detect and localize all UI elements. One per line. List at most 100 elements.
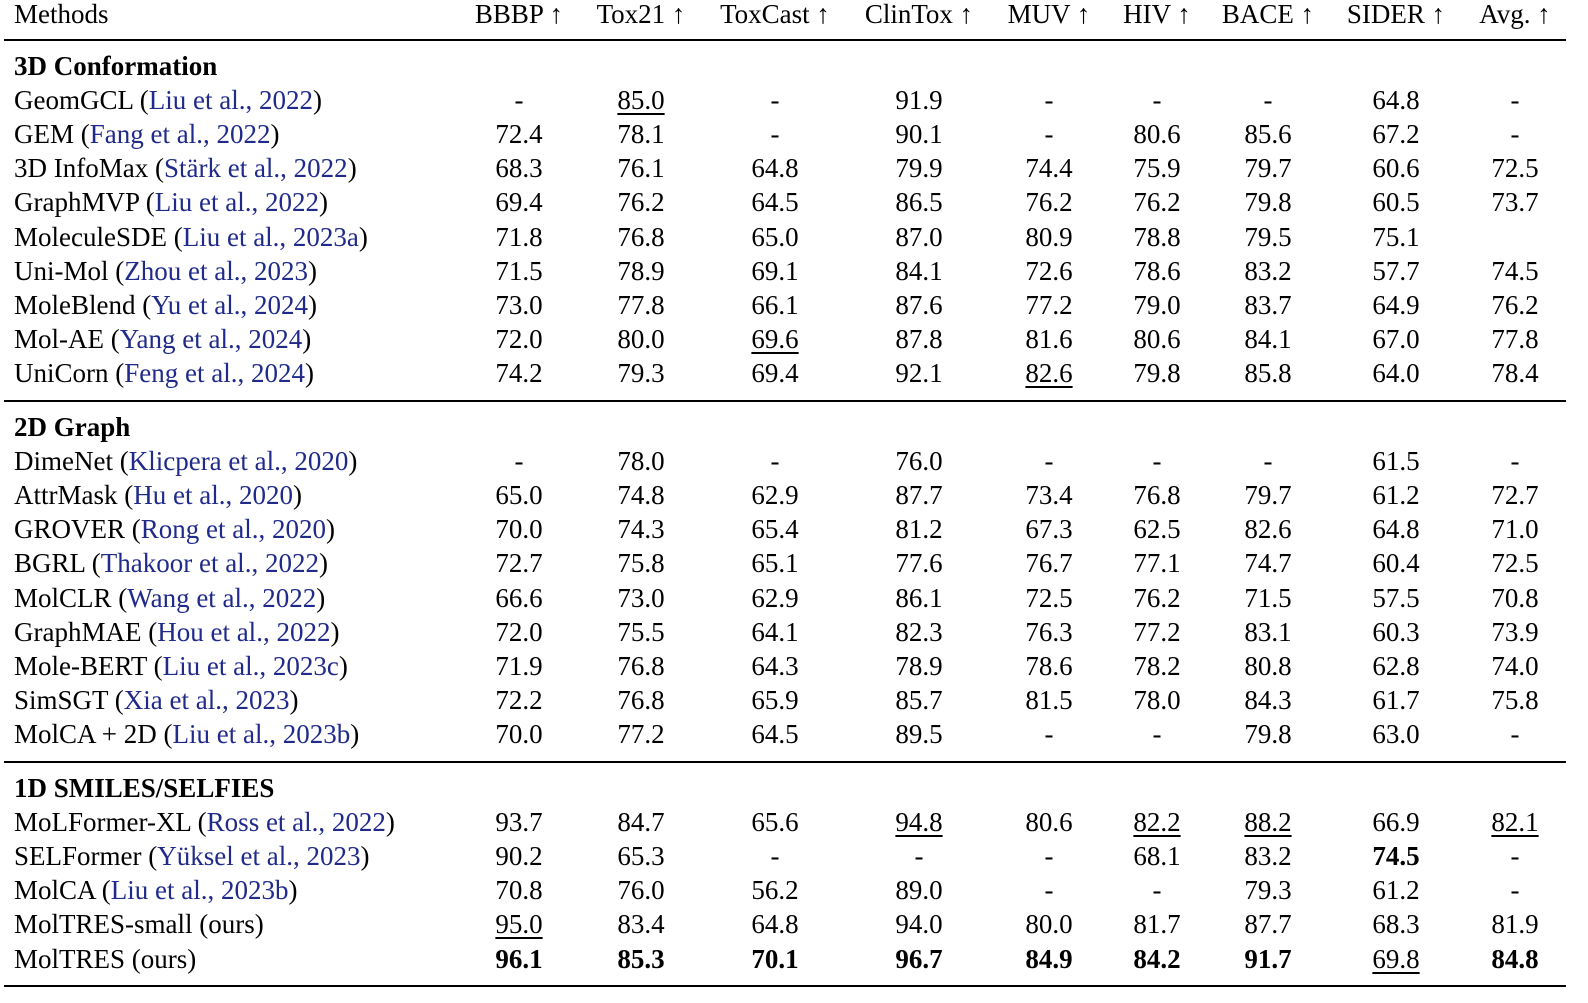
score-cell: 90.1	[895, 119, 943, 150]
score-cell: 76.7	[1025, 548, 1073, 579]
group-title: 2D Graph	[14, 412, 131, 442]
score-cell: -	[1510, 875, 1520, 906]
score-cell: 87.6	[895, 289, 943, 320]
score-cell: 79.9	[895, 153, 943, 184]
method-text: GeomGCL (	[14, 85, 149, 116]
citation: Rong et al., 2020	[140, 514, 326, 545]
group-rule	[4, 400, 1566, 402]
method-text: GROVER (	[14, 514, 141, 545]
score-cell: 73.4	[1025, 480, 1073, 511]
method-text: )	[304, 357, 314, 388]
method-text: )	[316, 582, 326, 613]
score-cell: 65.0	[751, 221, 799, 252]
method-name: MoLFormer-XL (Ross et al., 2022)	[14, 805, 395, 839]
score-cell: -	[1044, 841, 1054, 872]
score-cell: 77.1	[1133, 548, 1181, 579]
score-cell: 89.5	[895, 718, 943, 749]
score-cell: 64.5	[751, 718, 799, 749]
method-name: MolTRES-small (ours)	[14, 907, 264, 941]
method-name: GROVER (Rong et al., 2020)	[14, 512, 335, 546]
citation: Stärk et al., 2022	[163, 153, 348, 184]
score-cell: 73.0	[495, 289, 543, 320]
score-cell: 64.5	[751, 187, 799, 218]
method-name: MoleBlend (Yu et al., 2024)	[14, 288, 317, 322]
score-cell: 78.9	[617, 255, 665, 286]
method-name: BGRL (Thakoor et al., 2022)	[14, 546, 328, 580]
score-cell: 67.0	[1372, 323, 1420, 354]
score-cell: 85.3	[617, 943, 665, 974]
score-cell: 74.8	[617, 480, 665, 511]
score-cell: 69.4	[751, 357, 799, 388]
score-cell: 91.9	[895, 85, 943, 116]
score-cell: 81.2	[895, 514, 943, 545]
score-cell: 82.2	[1133, 807, 1181, 838]
score-cell: 83.4	[617, 909, 665, 940]
citation: Liu et al., 2023b	[110, 875, 289, 906]
score-cell: -	[1510, 446, 1520, 477]
method-name: AttrMask (Hu et al., 2020)	[14, 478, 302, 512]
method-text: )	[360, 841, 370, 872]
method-name: GEM (Fang et al., 2022)	[14, 117, 279, 151]
citation: Ross et al., 2022	[206, 807, 386, 838]
score-cell: 76.3	[1025, 616, 1073, 647]
score-cell: 77.2	[1025, 289, 1073, 320]
score-cell: -	[1152, 85, 1162, 116]
score-cell: -	[770, 119, 780, 150]
method-name: MolCLR (Wang et al., 2022)	[14, 581, 325, 615]
score-cell: 72.7	[495, 548, 543, 579]
score-cell: 75.8	[617, 548, 665, 579]
citation: Thakoor et al., 2022	[100, 548, 319, 579]
method-text: MolTRES-small (ours)	[14, 909, 264, 940]
score-cell: 83.1	[1244, 616, 1292, 647]
score-cell: 74.4	[1025, 153, 1073, 184]
column-header: HIV ↑	[1123, 0, 1191, 29]
score-cell: 81.7	[1133, 909, 1181, 940]
method-text: Mole-BERT (	[14, 650, 163, 681]
score-cell: 77.8	[1491, 323, 1539, 354]
score-cell: 65.6	[751, 807, 799, 838]
score-cell: -	[514, 85, 524, 116]
column-header: BACE ↑	[1221, 0, 1315, 29]
column-header: ClinTox ↑	[864, 0, 974, 29]
score-cell: 62.9	[751, 582, 799, 613]
method-text: )	[385, 807, 395, 838]
score-cell: 78.8	[1133, 221, 1181, 252]
score-cell: 78.9	[895, 650, 943, 681]
score-cell: 64.3	[751, 650, 799, 681]
score-cell: 72.5	[1491, 548, 1539, 579]
score-cell: 56.2	[751, 875, 799, 906]
score-cell: 79.8	[1133, 357, 1181, 388]
score-cell: 68.3	[495, 153, 543, 184]
score-cell: -	[1152, 875, 1162, 906]
method-text: Uni-Mol (	[14, 255, 125, 286]
score-cell: 70.8	[495, 875, 543, 906]
score-cell: 76.0	[895, 446, 943, 477]
method-name: MoleculeSDE (Liu et al., 2023a)	[14, 220, 368, 254]
score-cell: -	[1263, 446, 1273, 477]
score-cell: 61.7	[1372, 684, 1420, 715]
method-name: MolCA + 2D (Liu et al., 2023b)	[14, 717, 359, 751]
score-cell: 68.3	[1372, 909, 1420, 940]
citation: Klicpera et al., 2020	[128, 446, 349, 477]
score-cell: 80.6	[1133, 119, 1181, 150]
score-cell: 66.9	[1372, 807, 1420, 838]
score-cell: 63.0	[1372, 718, 1420, 749]
score-cell: 76.8	[617, 221, 665, 252]
score-cell: -	[770, 85, 780, 116]
citation: Hou et al., 2022	[157, 616, 331, 647]
score-cell: 85.6	[1244, 119, 1292, 150]
method-text: )	[307, 255, 317, 286]
score-cell: 62.5	[1133, 514, 1181, 545]
citation: Wang et al., 2022	[127, 582, 317, 613]
score-cell: 70.0	[495, 718, 543, 749]
citation: Yu et al., 2024	[151, 289, 308, 320]
column-header: ToxCast ↑	[720, 0, 830, 29]
score-cell: 76.8	[617, 684, 665, 715]
score-cell: 64.1	[751, 616, 799, 647]
score-cell: 76.8	[1133, 480, 1181, 511]
group-title: 3D Conformation	[14, 51, 218, 81]
score-cell: 61.5	[1372, 446, 1420, 477]
score-cell: 84.1	[895, 255, 943, 286]
method-text: 3D InfoMax (	[14, 153, 164, 184]
